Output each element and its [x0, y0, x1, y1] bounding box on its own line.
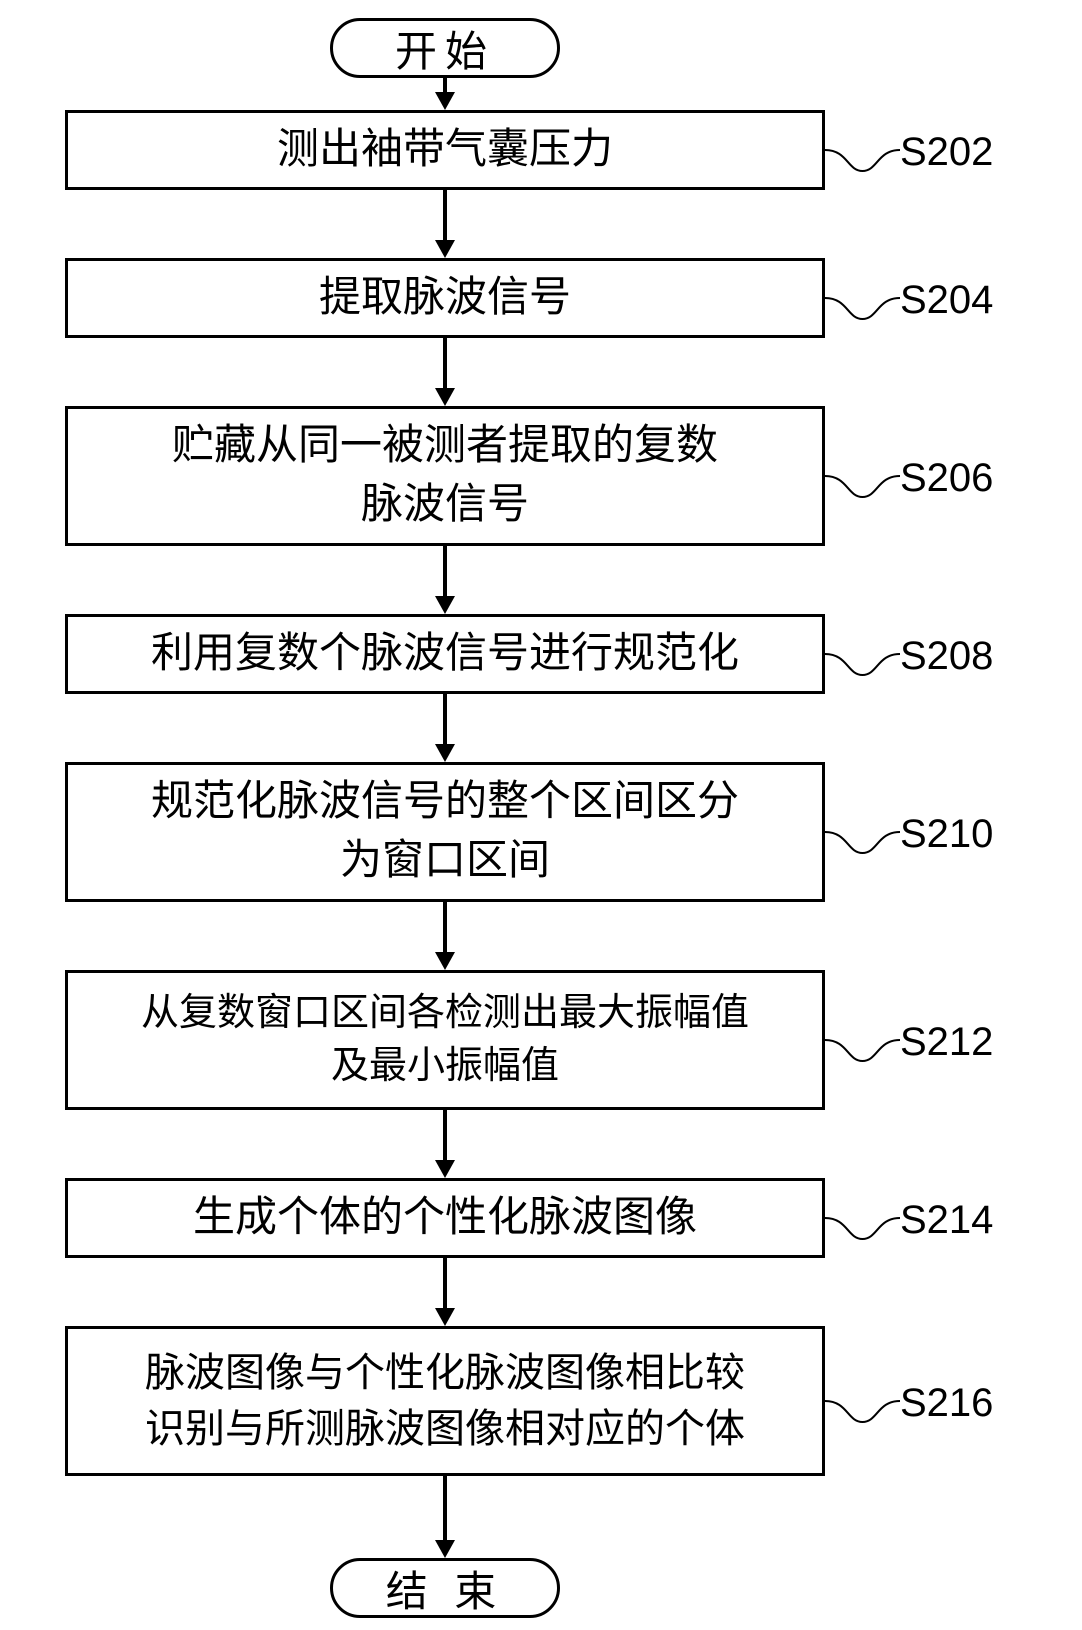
flow-arrow-head — [435, 952, 455, 970]
flowchart-canvas: 开始 测出袖带气囊压力 S202 提取脉波信号 S204 贮藏从同一被测者提取的复数脉波… — [0, 0, 1082, 1630]
label-connector — [825, 624, 900, 684]
step-label-S210: S210 — [900, 812, 993, 857]
step-box-S216: 脉波图像与个性化脉波图像相比较识别与所测脉波图像相对应的个体 — [65, 1326, 825, 1476]
flow-arrow-head — [435, 92, 455, 110]
step-box-S212: 从复数窗口区间各检测出最大振幅值及最小振幅值 — [65, 970, 825, 1110]
step-label-S204: S204 — [900, 278, 993, 323]
flow-arrow-head — [435, 744, 455, 762]
flow-arrow-line — [443, 190, 447, 242]
flow-arrow-line — [443, 694, 447, 746]
flow-arrow-head — [435, 1540, 455, 1558]
step-label-S216: S216 — [900, 1381, 993, 1426]
flow-arrow-line — [443, 1258, 447, 1310]
step-box-S202: 测出袖带气囊压力 — [65, 110, 825, 190]
end-terminal: 结 束 — [330, 1558, 560, 1618]
step-box-S204: 提取脉波信号 — [65, 258, 825, 338]
label-connector — [825, 1188, 900, 1248]
label-connector — [825, 802, 900, 862]
start-terminal: 开始 — [330, 18, 560, 78]
label-connector — [825, 268, 900, 328]
flow-arrow-head — [435, 388, 455, 406]
flow-arrow-head — [435, 1160, 455, 1178]
step-label-S206: S206 — [900, 456, 993, 501]
flow-arrow-line — [443, 546, 447, 598]
flow-arrow-head — [435, 240, 455, 258]
flow-arrow-line — [443, 338, 447, 390]
flow-arrow-line — [443, 1110, 447, 1162]
step-label-S202: S202 — [900, 130, 993, 175]
step-box-S214: 生成个体的个性化脉波图像 — [65, 1178, 825, 1258]
flow-arrow-line — [443, 1476, 447, 1542]
step-box-S210: 规范化脉波信号的整个区间区分为窗口区间 — [65, 762, 825, 902]
step-label-S208: S208 — [900, 634, 993, 679]
step-label-S214: S214 — [900, 1198, 993, 1243]
step-box-S206: 贮藏从同一被测者提取的复数脉波信号 — [65, 406, 825, 546]
flow-arrow-head — [435, 1308, 455, 1326]
label-connector — [825, 446, 900, 506]
label-connector — [825, 1010, 900, 1070]
flow-arrow-head — [435, 596, 455, 614]
flow-arrow-line — [443, 902, 447, 954]
label-connector — [825, 120, 900, 180]
label-connector — [825, 1371, 900, 1431]
step-box-S208: 利用复数个脉波信号进行规范化 — [65, 614, 825, 694]
step-label-S212: S212 — [900, 1020, 993, 1065]
